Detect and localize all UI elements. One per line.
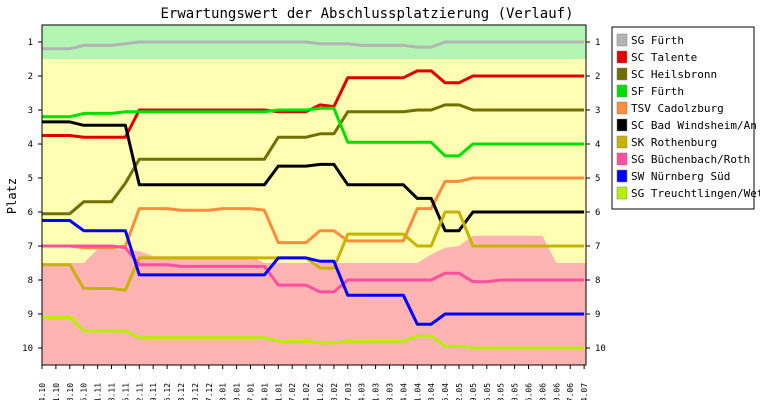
x-tick-label: 03.01: [219, 383, 228, 400]
legend-label: TSV Cadolzburg: [631, 102, 724, 115]
x-tick-label: 06.06: [525, 383, 534, 400]
y-tick-label-right: 9: [595, 310, 600, 320]
legend-swatch: [616, 84, 628, 98]
legend-swatch: [616, 118, 628, 132]
x-tick-label: 18.04: [427, 383, 436, 400]
x-tick-label: 28.03: [386, 383, 395, 400]
legend-label: SG Büchenbach/Roth: [631, 153, 750, 166]
x-tick-label: 16.05: [483, 383, 492, 400]
y-tick-label-left: 4: [28, 140, 33, 150]
y-tick-label-right: 10: [595, 344, 606, 354]
y-tick-label-right: 2: [595, 72, 600, 82]
series-line-5: [42, 176, 585, 250]
y-tick-label-right: 6: [595, 208, 600, 218]
y-tick-label-left: 8: [28, 276, 33, 286]
x-tick-label: 20.06: [552, 383, 561, 400]
y-axis-label: Platz: [5, 178, 19, 214]
legend-swatch: [616, 135, 628, 149]
x-tick-label: 11.10: [52, 383, 61, 400]
x-tick-label: 27.12: [205, 383, 214, 400]
y-tick-label-left: 6: [28, 208, 33, 218]
plot-frame: [41, 24, 587, 366]
x-tick-label: 21.03: [372, 383, 381, 400]
legend-label: SG Fürth: [631, 34, 684, 47]
legend-swatch: [616, 101, 628, 115]
x-tick-label: 07.02: [288, 383, 297, 400]
legend-swatch: [616, 169, 628, 183]
x-tick-label: 08.11: [108, 383, 117, 400]
series-lines: [42, 40, 585, 350]
series-line-6: [42, 120, 585, 233]
x-tick-label: 20.12: [191, 383, 200, 400]
y-tick-label-left: 10: [22, 344, 33, 354]
x-tick-label: 04.07: [580, 383, 589, 400]
y-tick-label-right: 1: [595, 38, 600, 48]
legend-swatch: [616, 33, 628, 47]
x-tick-label: 04.04: [399, 383, 408, 400]
x-tick-label: 17.01: [247, 383, 256, 400]
y-tick-label-left: 2: [28, 72, 33, 82]
legend-swatch: [616, 67, 628, 81]
series-line-4: [42, 106, 585, 158]
x-tick-label: 28.02: [330, 383, 339, 400]
band-red: [42, 235, 586, 365]
series-line-3: [42, 103, 585, 216]
y-tick-label-right: 5: [595, 174, 600, 184]
x-tick-label: 25.10: [80, 383, 89, 400]
legend-label: SC Heilsbronn: [631, 68, 717, 81]
y-tick-label-left: 7: [28, 242, 33, 252]
x-tick-label: 21.02: [316, 383, 325, 400]
x-tick-label: 30.05: [511, 383, 520, 400]
x-tick-label: 04.10: [38, 383, 47, 400]
legend: SG Fürth SC Talente SC Heilsbronn SF Fürth T…: [611, 26, 760, 210]
y-tick-label-left: 1: [28, 38, 33, 48]
y-tick-label-right: 8: [595, 276, 600, 286]
x-tick-label: 02.05: [455, 383, 464, 400]
y-tick-label-right: 3: [595, 106, 600, 116]
x-tick-label: 14.02: [302, 383, 311, 400]
y-tick-label-left: 3: [28, 106, 33, 116]
y-tick-label-left: 5: [28, 174, 33, 184]
x-tick-label: 15.11: [121, 383, 130, 400]
legend-swatch: [616, 186, 628, 200]
x-tick-label: 27.06: [566, 383, 575, 400]
x-tick-label: 14.03: [358, 383, 367, 400]
series-line-1: [42, 40, 585, 51]
y-tick-label-right: 4: [595, 140, 600, 150]
series-line-7: [42, 210, 585, 292]
legend-swatch: [616, 50, 628, 64]
x-tick-label: 10.01: [233, 383, 242, 400]
legend-label: SW Nürnberg Süd: [631, 170, 730, 183]
x-tick-label: 13.12: [177, 383, 186, 400]
legend-box: [611, 26, 755, 210]
x-tick-label: 22.11: [135, 383, 144, 400]
x-tick-label: 07.03: [344, 383, 353, 400]
x-tick-label: 13.06: [538, 383, 547, 400]
legend-label: SK Rothenburg: [631, 136, 717, 149]
legend-label: SC Bad Windsheim/An: [631, 119, 757, 132]
y-tick-label-right: 7: [595, 242, 600, 252]
x-tick-label: 31.01: [274, 383, 283, 400]
x-tick-label: 01.11: [94, 383, 103, 400]
legend-label: SF Fürth: [631, 85, 684, 98]
x-tick-label: 23.05: [497, 383, 506, 400]
x-tick-label: 24.01: [260, 383, 269, 400]
x-tick-label: 29.11: [149, 383, 158, 400]
series-line-10: [42, 315, 585, 350]
x-tick-label: 18.10: [66, 383, 75, 400]
x-tick-label: 09.05: [469, 383, 478, 400]
legend-label: SC Talente: [631, 51, 697, 64]
legend-swatch: [616, 152, 628, 166]
y-tick-label-left: 9: [28, 310, 33, 320]
legend-label: SG Treuchtlingen/Wet: [631, 187, 760, 200]
series-line-9: [42, 219, 585, 326]
chart-title: Erwartungswert der Abschlussplatzierung …: [160, 6, 573, 22]
x-tick-label: 25.04: [441, 383, 450, 400]
x-tick-label: 11.04: [413, 383, 422, 400]
y-axis-ticks: 1 1 2 2 3 3 4 4 5 5 6 6 7 7 8 8 9 9 10 10: [22, 38, 606, 354]
x-tick-label: 06.12: [163, 383, 172, 400]
x-axis-ticks: 04.10 11.10 18.10 25.10 01.11 08.11 15.11 22.11…: [38, 365, 589, 400]
